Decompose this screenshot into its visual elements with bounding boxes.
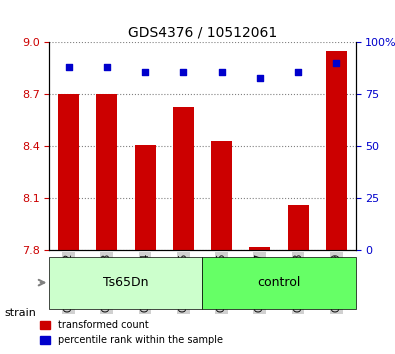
Text: Ts65Dn: Ts65Dn [103, 276, 149, 289]
Bar [288, 205, 308, 250]
FancyBboxPatch shape [202, 257, 356, 309]
Bar [96, 95, 117, 250]
Point [218, 69, 225, 74]
Text: control: control [257, 276, 301, 289]
Legend: transformed count, percentile rank within the sample: transformed count, percentile rank withi… [36, 316, 227, 349]
FancyBboxPatch shape [49, 257, 202, 309]
Bar [211, 141, 232, 250]
Point [142, 69, 148, 74]
Bar [135, 144, 156, 250]
Bar [249, 247, 270, 250]
Point [333, 61, 340, 66]
Text: strain: strain [4, 308, 36, 318]
Point [257, 75, 263, 81]
Bar [326, 51, 347, 250]
Point [103, 64, 110, 70]
Point [65, 64, 71, 70]
Point [295, 69, 301, 74]
Title: GDS4376 / 10512061: GDS4376 / 10512061 [128, 26, 277, 40]
Bar [173, 107, 194, 250]
Point [180, 69, 186, 74]
Bar [58, 95, 79, 250]
